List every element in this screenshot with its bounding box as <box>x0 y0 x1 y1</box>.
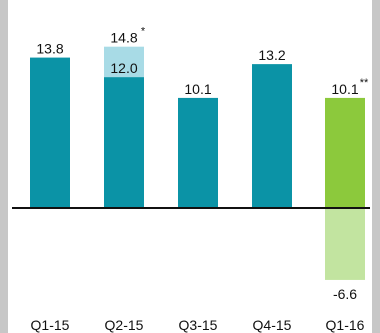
bar-main-q1-15 <box>30 57 70 208</box>
bar-highlight-q1-16 <box>325 97 365 208</box>
data-label: 13.2 <box>258 47 285 63</box>
bar-main-q4-15 <box>252 64 292 209</box>
data-label: 14.8 <box>110 30 137 46</box>
annotation-marker: ** <box>360 77 369 89</box>
frame-left <box>0 0 8 333</box>
x-tick-label: Q3-15 <box>179 317 218 333</box>
data-label: 10.1 <box>331 81 358 97</box>
x-tick-label: Q1-16 <box>326 317 365 333</box>
x-tick-label: Q2-15 <box>105 317 144 333</box>
data-label: 10.1 <box>184 81 211 97</box>
x-tick-label: Q4-15 <box>253 317 292 333</box>
frame-right <box>372 0 380 333</box>
bar-main-q2-15 <box>104 77 144 208</box>
x-tick-label: Q1-15 <box>31 317 70 333</box>
data-label: 12.0 <box>110 60 137 76</box>
annotation-marker: * <box>141 26 146 38</box>
bar-negative-q1-16 <box>325 208 365 280</box>
bar-main-q3-15 <box>178 97 218 208</box>
data-label: -6.6 <box>333 286 357 302</box>
data-label: 13.8 <box>36 41 63 57</box>
